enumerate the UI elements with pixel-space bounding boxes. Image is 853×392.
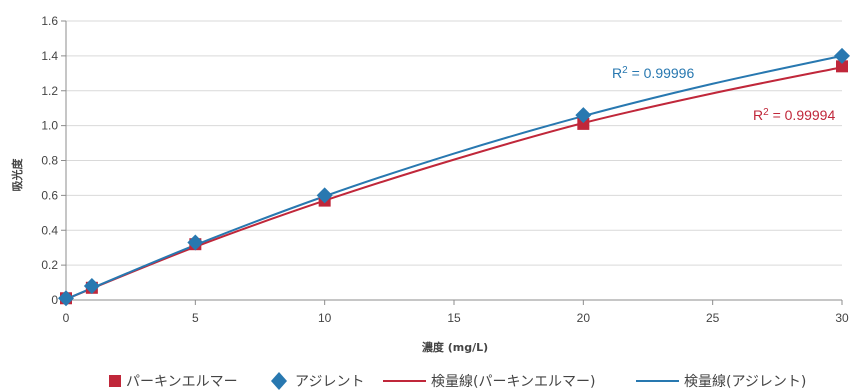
legend-label-fit-perkinelmer: 検量線(パーキンエルマー): [431, 374, 596, 390]
data-point-agilent: [575, 107, 592, 124]
legend-diamond-marker: [271, 372, 287, 390]
x-tick-label: 10: [318, 311, 332, 325]
data-point-agilent: [834, 47, 850, 64]
y-tick-label: 0.4: [41, 223, 58, 237]
grid-lines: [66, 20, 842, 266]
x-tick-label: 5: [192, 311, 199, 325]
y-tick-label: 1.6: [41, 14, 58, 28]
r2-annotation-perkinelmer: R2 = 0.99994: [753, 107, 835, 123]
data-markers: [58, 47, 850, 307]
y-tick-label: 1.2: [41, 84, 58, 98]
data-point-perkinelmer: [577, 117, 590, 130]
legend-label-agilent: アジレント: [295, 374, 364, 390]
y-tick-label: 1.4: [41, 49, 58, 63]
x-tick-label: 30: [835, 311, 849, 325]
x-tick-label: 0: [63, 311, 70, 325]
x-tick-label: 20: [577, 311, 591, 325]
y-tick-label: 1.0: [41, 119, 58, 133]
data-point-agilent: [187, 234, 204, 251]
fit-lines: [65, 54, 843, 301]
x-axis-title: 濃度 (mg/L): [422, 340, 488, 354]
x-tick-label: 15: [447, 311, 461, 325]
tick-labels: 0 0.2 0.4 0.6 0.8 1.0 1.2 1.4 1.6 0 5 10 15 20 25 30: [41, 14, 849, 325]
data-point-agilent: [58, 290, 74, 307]
fit-line-perkinelmer: [65, 66, 843, 301]
data-point-perkinelmer: [836, 60, 848, 73]
axes: [61, 20, 843, 305]
legend-label-perkinelmer: パーキンエルマー: [126, 374, 238, 390]
r2-annotation-agilent: R2 = 0.99996: [612, 65, 694, 81]
y-tick-label: 0.2: [41, 258, 58, 272]
y-tick-label: 0: [51, 293, 58, 307]
y-tick-label: 0.8: [41, 154, 58, 168]
fit-line-agilent: [65, 54, 843, 301]
data-point-agilent: [316, 187, 333, 204]
legend-square-marker: [109, 375, 121, 387]
y-tick-label: 0.6: [41, 188, 58, 202]
x-tick-label: 25: [706, 311, 720, 325]
legend: パーキンエルマー アジレント 検量線(パーキンエルマー) 検量線(アジレント): [109, 372, 806, 390]
data-point-agilent: [83, 278, 100, 295]
legend-label-fit-agilent: 検量線(アジレント): [684, 374, 806, 390]
y-axis-title: 吸光度: [10, 158, 24, 192]
